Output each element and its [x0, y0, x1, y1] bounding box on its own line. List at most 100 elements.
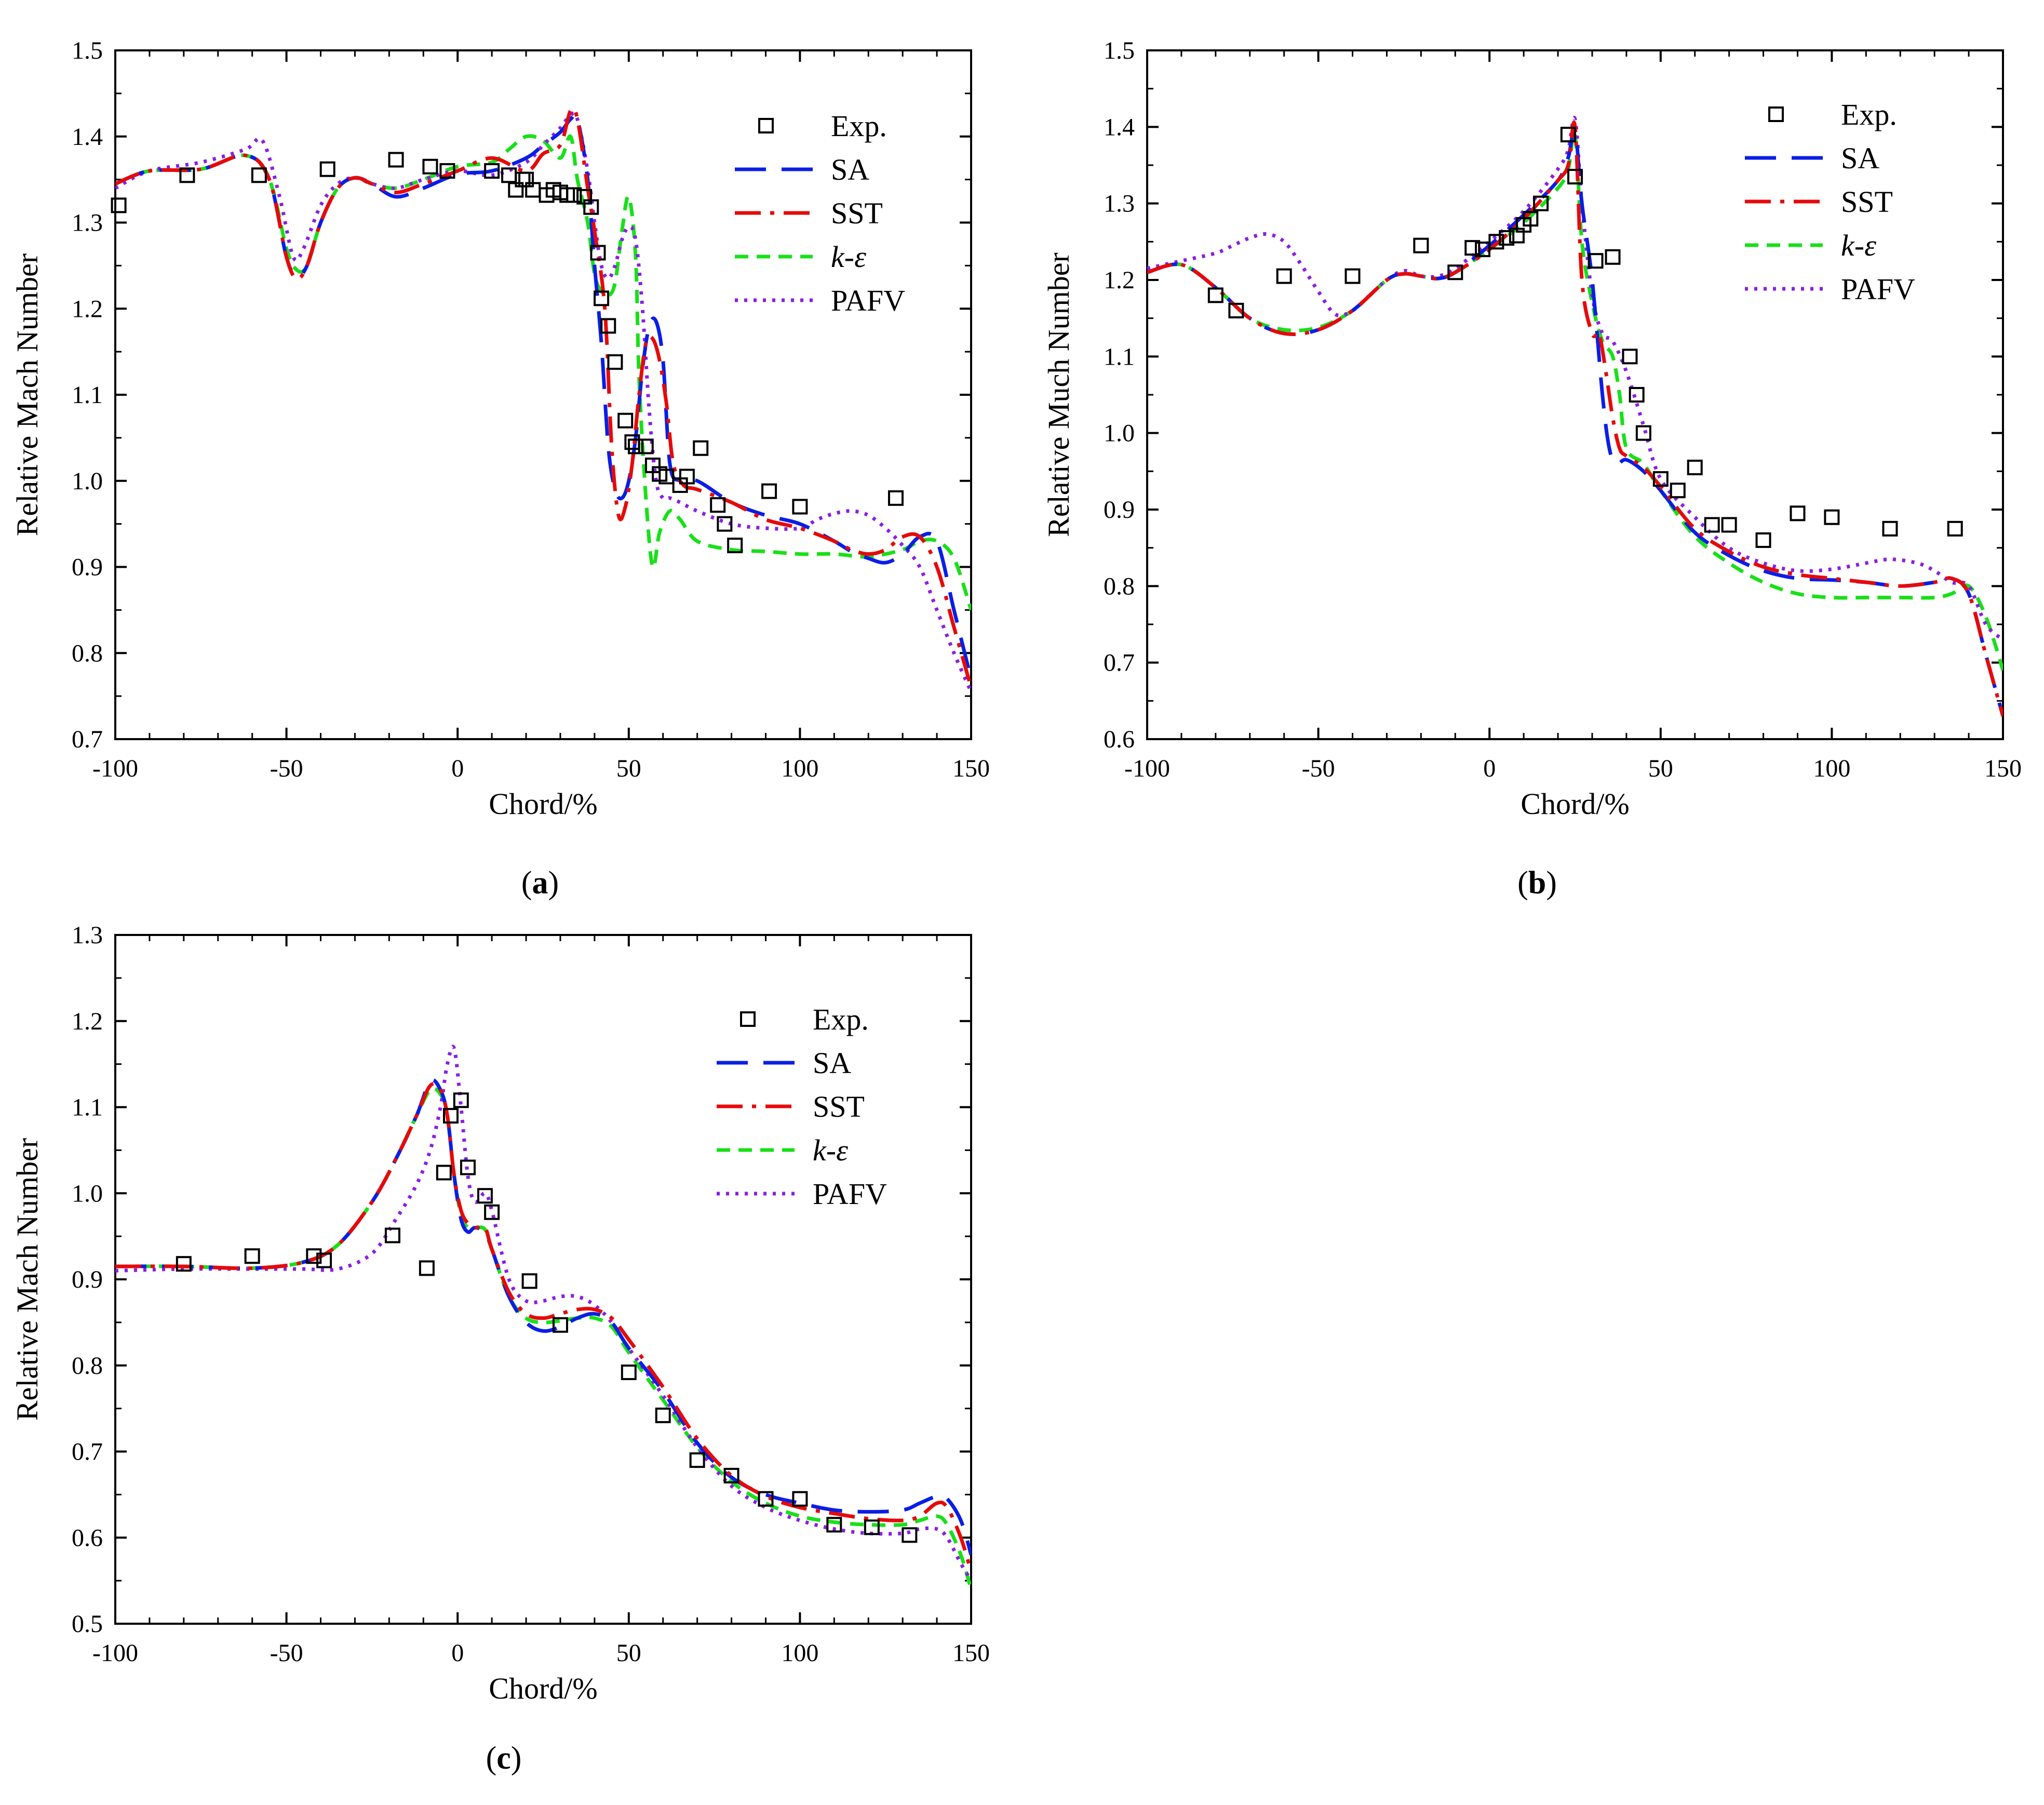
exp-point [1499, 230, 1515, 246]
series-group [115, 1045, 971, 1590]
legend-label: k-ε [831, 240, 866, 274]
exp-point [484, 163, 500, 179]
y-tick-label: 1.2 [72, 1008, 103, 1035]
exp-point [1488, 234, 1504, 250]
exp-point [655, 1407, 671, 1423]
legend-label: PAFV [831, 284, 905, 317]
y-axis-title: Relative Mach Number [10, 1138, 44, 1421]
exp-point [693, 440, 709, 456]
exp-point [1560, 127, 1576, 143]
legend-swatch-exp [740, 1011, 756, 1027]
x-tick-label: -100 [92, 755, 138, 782]
exp-point [552, 1317, 568, 1333]
panel-label-open: ( [521, 865, 532, 901]
x-tick-label: 0 [1483, 755, 1496, 782]
x-tick-label: 50 [1648, 755, 1673, 782]
y-tick-label: 1.2 [1104, 266, 1135, 294]
y-tick-label: 1.3 [72, 209, 103, 237]
series-line-k-e [115, 134, 971, 611]
y-tick-label: 1.5 [1104, 37, 1135, 64]
exp-point [319, 161, 335, 177]
exp-point [1629, 387, 1645, 403]
exp-point [1824, 509, 1840, 525]
exp-point [111, 197, 127, 213]
series-line-sst [1147, 121, 2003, 717]
panel-label-letter: c [496, 1741, 511, 1776]
exp-point [679, 469, 695, 485]
series-line-sst [115, 1082, 971, 1573]
exp-point [723, 1467, 739, 1483]
exp-point [1687, 459, 1703, 475]
exp-point [1344, 268, 1361, 284]
y-tick-label: 0.7 [72, 726, 103, 753]
exp-point [436, 1165, 452, 1181]
x-tick-label: -100 [1124, 755, 1170, 782]
x-tick-label: 100 [1813, 755, 1850, 782]
legend-label-epsilon: ε [836, 1133, 848, 1167]
y-tick-label: 1.4 [72, 123, 103, 151]
exp-point [1567, 169, 1583, 185]
y-tick-label: 1.1 [1104, 343, 1135, 370]
y-tick-label: 0.6 [72, 1524, 103, 1552]
legend-label: PAFV [1841, 272, 1915, 306]
exp-point [244, 1248, 260, 1264]
exp-point [521, 1273, 537, 1289]
exp-point [761, 483, 777, 499]
exp-point [1882, 520, 1898, 537]
y-tick-label: 0.6 [1104, 726, 1135, 753]
y-tick-label: 1.3 [1104, 190, 1135, 218]
exp-point [710, 497, 726, 513]
exp-point [607, 354, 623, 370]
y-tick-label: 0.9 [72, 554, 103, 581]
y-tick-label: 0.7 [72, 1438, 103, 1466]
panel-label-close: ) [1546, 865, 1557, 901]
exp-point [453, 1092, 469, 1108]
exp-point [251, 167, 267, 183]
legend-label: PAFV [813, 1177, 887, 1211]
exp-point [484, 1204, 500, 1220]
exp-point [658, 469, 675, 485]
exp-point [617, 412, 634, 429]
panel-label-close: ) [511, 1741, 522, 1776]
exp-point [306, 1248, 322, 1264]
exp-point [1790, 505, 1806, 522]
exp-point [792, 499, 808, 515]
x-tick-label: 100 [781, 1639, 818, 1667]
exp-point [1652, 471, 1669, 487]
exp-point [501, 167, 517, 183]
x-tick-label: 100 [781, 755, 818, 782]
exp-point [792, 1491, 808, 1507]
exp-point [902, 1527, 918, 1543]
exp-point [1755, 532, 1771, 548]
series-line-pafv [1147, 116, 2003, 641]
y-tick-label: 0.8 [72, 639, 103, 667]
exp-point [388, 152, 404, 168]
exp-point [316, 1252, 332, 1268]
exp-markers [111, 152, 904, 554]
y-tick-label: 1.1 [72, 381, 103, 409]
exp-point [422, 158, 438, 175]
exp-point [583, 199, 599, 215]
legend-label-epsilon: ε [1864, 229, 1876, 262]
legend-label: SST [1841, 185, 1893, 219]
legend-swatch-exp [758, 118, 774, 133]
exp-point [176, 1256, 192, 1272]
legend-label-epsilon: ε [854, 240, 866, 274]
exp-point [594, 290, 610, 306]
series-line-k-e [1147, 130, 2003, 671]
x-axis-title: Chord/% [1521, 787, 1629, 821]
panel-a: -100 -50 0 50 100 150 0.7 0.8 0.9 1.0 1.1 1.2 1.3 1.4… [10, 37, 990, 901]
legend-label: SA [1841, 141, 1879, 175]
x-tick-label: 150 [1984, 755, 2022, 782]
exp-point [477, 1188, 493, 1204]
exp-point [384, 1227, 400, 1244]
exp-point [1523, 211, 1539, 227]
panel-label: (c) [486, 1741, 522, 1776]
exp-point [179, 167, 195, 183]
exp-point [600, 318, 616, 334]
legend-label: SST [831, 196, 883, 230]
y-tick-label: 1.0 [1104, 420, 1135, 447]
series-group [115, 106, 971, 693]
x-tick-label: 150 [952, 1639, 990, 1667]
